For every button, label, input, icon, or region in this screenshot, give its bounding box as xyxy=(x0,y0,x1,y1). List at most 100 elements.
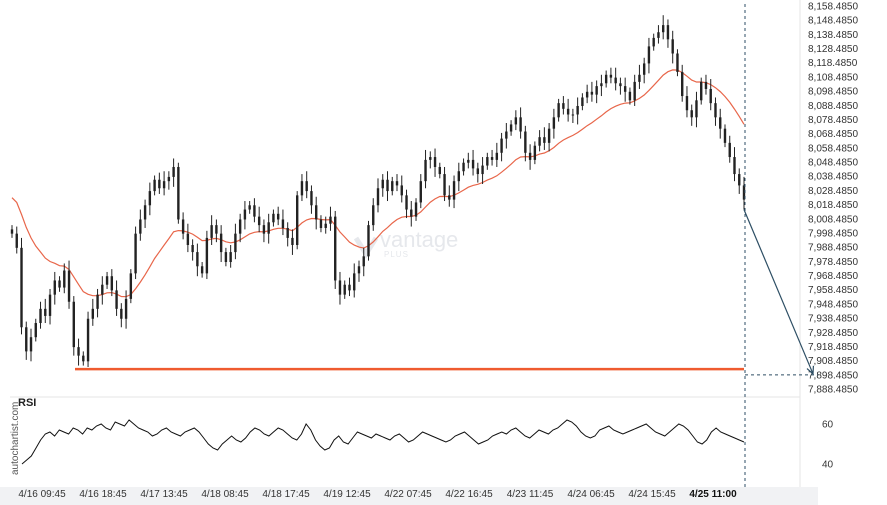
candle-body xyxy=(124,298,128,319)
candle-body xyxy=(685,96,689,111)
candle-body xyxy=(129,273,133,299)
price-tick-label: 8,128.4850 xyxy=(808,44,858,55)
candle-body xyxy=(286,227,289,238)
candle-body xyxy=(647,46,651,64)
candle-body xyxy=(571,114,575,116)
candle-body xyxy=(524,131,527,153)
candle-body xyxy=(10,229,14,234)
candle-body xyxy=(742,185,746,200)
candle-body xyxy=(186,233,190,245)
candle-body xyxy=(628,91,632,101)
candle-body xyxy=(58,280,61,288)
candle-body xyxy=(20,247,23,328)
price-tick-label: 8,008.4850 xyxy=(808,214,858,225)
candle-body xyxy=(671,39,674,54)
candle-body xyxy=(362,256,365,267)
candle-body xyxy=(590,91,594,95)
time-tick-label: 4/16 09:45 xyxy=(18,489,66,500)
candle-body xyxy=(609,74,613,78)
price-tick-label: 8,158.4850 xyxy=(808,2,858,13)
candle-body xyxy=(300,181,304,196)
candle-body xyxy=(595,86,598,95)
candle-body xyxy=(348,284,351,291)
candle-body xyxy=(429,157,432,160)
candle-body xyxy=(205,237,209,274)
time-tick-label: 4/17 13:45 xyxy=(140,489,188,500)
candle-body xyxy=(67,270,71,302)
price-tick-label: 8,138.4850 xyxy=(808,30,858,41)
candle-body xyxy=(704,81,708,89)
candle-body xyxy=(519,117,522,132)
price-tick-label: 8,148.4850 xyxy=(808,16,858,27)
price-tick-label: 8,118.4850 xyxy=(808,58,858,69)
watermark: vantage PLUS xyxy=(353,227,458,259)
candle-body xyxy=(276,213,280,220)
candle-body xyxy=(148,191,152,206)
candle-body xyxy=(115,290,118,309)
price-tick-label: 8,018.4850 xyxy=(808,200,858,211)
candle-body xyxy=(167,176,171,182)
candle-body xyxy=(29,337,33,352)
price-tick-label: 8,108.4850 xyxy=(808,72,858,83)
candle-body xyxy=(343,284,346,295)
candle-body xyxy=(334,216,337,281)
candle-body xyxy=(633,81,636,101)
candle-body xyxy=(471,159,475,169)
candle-body xyxy=(234,233,237,253)
candle-body xyxy=(253,205,256,217)
candle-body xyxy=(391,181,394,192)
candle-body xyxy=(666,25,670,40)
candle-body xyxy=(581,97,584,106)
candle-body xyxy=(63,270,66,288)
candle-body xyxy=(676,53,679,72)
candle-body xyxy=(638,74,641,82)
rsi-panel: RSI 60 40 xyxy=(18,397,834,471)
candle-body xyxy=(405,195,408,210)
price-tick-label: 8,078.4850 xyxy=(808,115,858,126)
candle-body xyxy=(700,81,703,101)
candle-body xyxy=(714,103,717,118)
candle-body xyxy=(224,252,228,263)
candle-body xyxy=(467,159,470,163)
candle-body xyxy=(15,233,18,248)
rsi-title: RSI xyxy=(18,397,36,409)
candle-body xyxy=(547,128,551,143)
candle-body xyxy=(281,219,285,228)
candle-body xyxy=(238,219,242,234)
candle-body xyxy=(381,179,384,189)
candle-body xyxy=(177,166,180,220)
candle-body xyxy=(143,205,147,220)
candle-body xyxy=(110,276,114,291)
candle-body xyxy=(419,181,422,203)
price-tick-label: 7,988.4850 xyxy=(808,243,858,254)
candle-body xyxy=(77,347,80,356)
candle-body xyxy=(566,108,570,115)
candle-body xyxy=(329,216,332,224)
forecast-arrow xyxy=(743,209,814,375)
candle-body xyxy=(652,37,655,47)
candle-body xyxy=(191,244,194,253)
candle-body xyxy=(153,179,156,192)
candle-body xyxy=(623,86,627,92)
candle-body xyxy=(91,308,95,319)
candle-body xyxy=(690,110,693,118)
forecast-arrowhead-icon xyxy=(806,365,815,376)
price-tick-label: 7,958.4850 xyxy=(808,285,858,296)
time-tick-label: 4/18 17:45 xyxy=(262,489,310,500)
time-tick-label: 4/16 18:45 xyxy=(79,489,127,500)
candle-body xyxy=(462,162,465,172)
candle-body xyxy=(372,205,375,226)
time-tick-label: 4/25 11:00 xyxy=(689,489,737,500)
candle-body xyxy=(86,318,90,362)
candle-body xyxy=(661,25,665,33)
price-tick-label: 7,978.4850 xyxy=(808,257,858,268)
candle-body xyxy=(509,124,513,132)
time-tick-label: 4/24 15:45 xyxy=(628,489,676,500)
candle-body xyxy=(295,195,299,245)
candle-body xyxy=(481,165,484,175)
moving-average xyxy=(11,69,745,298)
candle-body xyxy=(695,100,698,118)
rsi-tick-label: 60 xyxy=(822,420,834,431)
candle-body xyxy=(452,181,456,200)
time-tick-label: 4/19 12:45 xyxy=(323,489,371,500)
